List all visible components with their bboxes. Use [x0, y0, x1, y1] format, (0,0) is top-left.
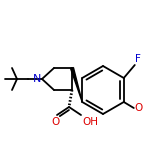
Polygon shape [71, 68, 82, 102]
Text: O: O [52, 117, 60, 127]
Text: O: O [134, 103, 143, 113]
Text: OH: OH [82, 117, 98, 127]
Text: N: N [33, 74, 41, 84]
Text: F: F [135, 54, 141, 64]
